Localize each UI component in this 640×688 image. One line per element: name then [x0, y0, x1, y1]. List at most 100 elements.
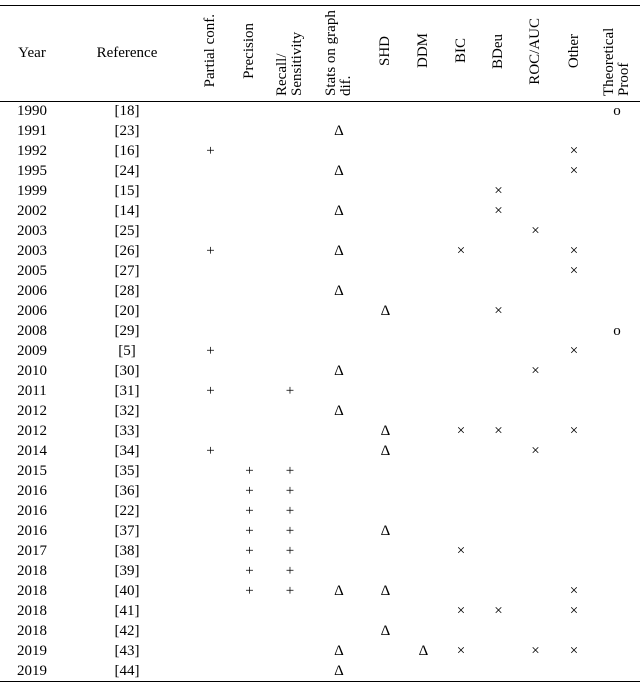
- year-cell: 1990: [17, 103, 47, 120]
- empty-cell: [480, 582, 517, 602]
- empty-cell: [231, 342, 268, 362]
- empty-cell: [480, 522, 517, 542]
- mark-cell: o: [613, 323, 621, 339]
- mark-cell: ×: [569, 343, 579, 359]
- empty-cell: [517, 662, 554, 682]
- empty-cell: [231, 402, 268, 422]
- table-row: 1995 [24] Δ ×: [0, 162, 640, 182]
- column-header-text: Partial conf.: [202, 14, 218, 88]
- mark-cell: Δ: [418, 643, 429, 659]
- empty-cell: [366, 182, 405, 202]
- empty-cell: [190, 402, 231, 422]
- mark-cell: ×: [494, 203, 503, 219]
- empty-cell: [405, 422, 442, 442]
- empty-cell: [190, 262, 231, 282]
- empty-cell: [268, 302, 312, 322]
- empty-cell: [594, 482, 640, 502]
- empty-cell: [517, 202, 554, 222]
- mark-cell: +: [245, 463, 254, 479]
- empty-cell: [190, 562, 231, 582]
- reference-cell: [44]: [114, 662, 140, 679]
- empty-cell: [405, 562, 442, 582]
- empty-cell: [517, 122, 554, 142]
- empty-cell: [190, 582, 231, 602]
- empty-cell: [554, 662, 594, 682]
- empty-cell: [366, 102, 405, 122]
- column-header: Year: [18, 45, 46, 61]
- empty-cell: [268, 122, 312, 142]
- mark-cell: ×: [569, 143, 579, 159]
- empty-cell: [190, 182, 231, 202]
- empty-cell: [405, 342, 442, 362]
- empty-cell: [190, 642, 231, 662]
- empty-cell: [442, 322, 480, 342]
- mark-cell: Δ: [380, 523, 391, 539]
- empty-cell: [442, 122, 480, 142]
- mark-cell: ×: [456, 423, 466, 439]
- empty-cell: [442, 182, 480, 202]
- reference-cell: [41]: [114, 603, 140, 619]
- year-cell: 2006: [17, 303, 47, 319]
- empty-cell: [366, 662, 405, 682]
- column-header: BDeu: [480, 6, 517, 102]
- mark-cell: ×: [569, 583, 579, 599]
- header-row: Year Reference Partial conf. Precision Recal…: [0, 6, 640, 102]
- empty-cell: [312, 382, 366, 402]
- empty-cell: [405, 522, 442, 542]
- empty-cell: [517, 582, 554, 602]
- empty-cell: [405, 382, 442, 402]
- empty-cell: [594, 382, 640, 402]
- mark-cell: +: [245, 523, 254, 539]
- reference-cell: [15]: [114, 183, 140, 199]
- empty-cell: [268, 162, 312, 182]
- empty-cell: [312, 602, 366, 622]
- empty-cell: [480, 622, 517, 642]
- mark-cell: +: [285, 463, 295, 479]
- empty-cell: [190, 622, 231, 642]
- empty-cell: [268, 362, 312, 382]
- empty-cell: [442, 282, 480, 302]
- empty-cell: [594, 342, 640, 362]
- reference-cell: [32]: [114, 403, 140, 419]
- table-row: 2015 [35] + +: [0, 462, 640, 482]
- empty-cell: [480, 462, 517, 482]
- year-cell: 2012: [17, 403, 47, 419]
- empty-cell: [517, 602, 554, 622]
- column-header: ROC/AUC: [517, 6, 554, 102]
- reference-cell: [36]: [114, 483, 140, 499]
- empty-cell: [405, 102, 442, 122]
- reference-cell: [29]: [114, 323, 140, 339]
- empty-cell: [231, 322, 268, 342]
- empty-cell: [554, 482, 594, 502]
- empty-cell: [594, 562, 640, 582]
- empty-cell: [442, 302, 480, 322]
- table-row: 2008 [29] o: [0, 322, 640, 342]
- empty-cell: [480, 282, 517, 302]
- table-header: Year Reference Partial conf. Precision Recal…: [0, 5, 640, 102]
- empty-cell: [190, 422, 231, 442]
- table-row: 2002 [14] Δ ×: [0, 202, 640, 222]
- empty-cell: [554, 202, 594, 222]
- empty-cell: [190, 162, 231, 182]
- table-row: 1990 [18] o: [0, 102, 640, 122]
- column-header-text: ROC/AUC: [527, 17, 543, 85]
- table-row: 2012 [32] Δ: [0, 402, 640, 422]
- empty-cell: [442, 142, 480, 162]
- mark-cell: ×: [494, 423, 503, 439]
- empty-cell: [268, 402, 312, 422]
- table-row: 2003 [26] + Δ × ×: [0, 242, 640, 262]
- empty-cell: [442, 262, 480, 282]
- column-header-text: DDM: [415, 33, 431, 69]
- empty-cell: [405, 462, 442, 482]
- empty-cell: [554, 542, 594, 562]
- empty-cell: [594, 202, 640, 222]
- empty-cell: [442, 522, 480, 542]
- empty-cell: [405, 282, 442, 302]
- empty-cell: [405, 202, 442, 222]
- empty-cell: [268, 442, 312, 462]
- empty-cell: [517, 322, 554, 342]
- column-header-text: Recall/ Sensitivity: [274, 31, 305, 96]
- empty-cell: [312, 302, 366, 322]
- mark-cell: ×: [494, 603, 503, 619]
